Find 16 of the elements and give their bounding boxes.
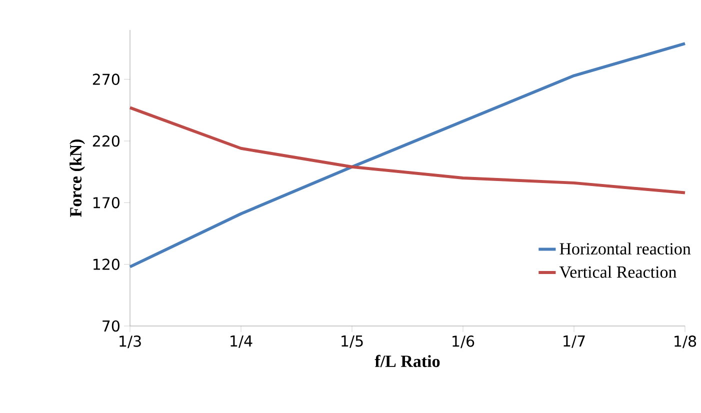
legend-label: Horizontal reaction	[560, 242, 691, 255]
y-tick-label: 170	[93, 196, 120, 208]
x-axis-title: f/L Ratio	[374, 354, 440, 368]
x-tick-label: 1/4	[230, 336, 252, 348]
y-tick-label: 120	[93, 258, 120, 270]
x-tick-label: 1/3	[120, 336, 141, 348]
y-tick-label: 220	[92, 135, 120, 147]
line-series	[128, 106, 686, 194]
y-tick-label: 70	[102, 320, 120, 332]
y-tick-label: 270	[92, 74, 120, 86]
x-tick-label: 1/7	[564, 336, 585, 348]
legend-label: Vertical Reaction	[559, 266, 677, 278]
x-tick-label: 1/5	[342, 336, 363, 348]
x-tick-label: 1/8	[674, 336, 696, 348]
y-axis-title: Force (kN)	[70, 140, 85, 217]
x-tick-label: 1/6	[452, 336, 474, 348]
